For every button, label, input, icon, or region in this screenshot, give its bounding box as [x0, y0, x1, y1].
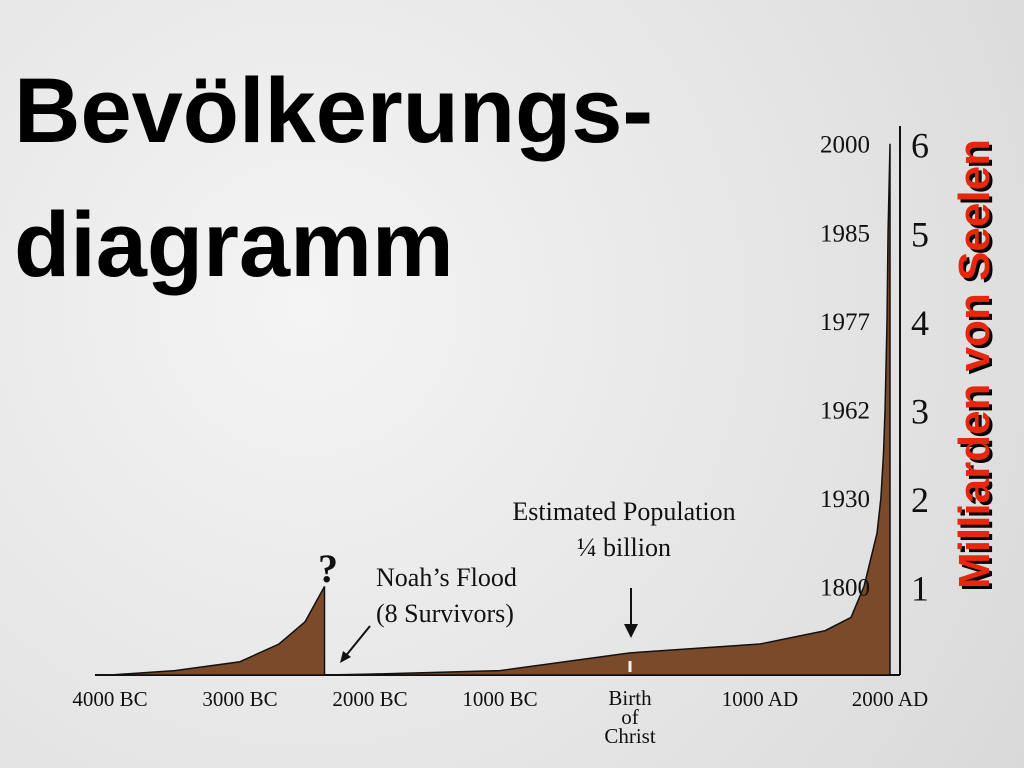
x-tick-label-line: Birth [608, 686, 652, 710]
x-tick-label: 2000 AD [852, 687, 928, 711]
y-tick-year: 2000 [820, 132, 870, 159]
annotation: ? [318, 546, 338, 591]
y-axis-label-shadow: Milliarden von Seelen [953, 142, 1002, 592]
chart-title-line: diagramm [14, 194, 454, 296]
x-tick-label: 1000 AD [722, 687, 798, 711]
arrow-head [340, 651, 351, 663]
annotation: Noah’s Flood [376, 563, 517, 592]
y-tick-year: 1985 [820, 220, 870, 247]
area [109, 143, 891, 676]
x-tick-label: Birth of Christ [604, 686, 656, 748]
x-tick-label: 1000 BC [462, 687, 537, 711]
y-tick-year: 1800 [820, 574, 870, 601]
y-tick-label: 3 [911, 391, 929, 431]
y-tick-year: 1930 [820, 486, 870, 513]
x-tick-label-line: Christ [604, 724, 656, 748]
arrow-head [624, 624, 638, 638]
y-tick-year: 1962 [820, 397, 870, 424]
arrow [343, 625, 371, 659]
y-tick-label: 4 [911, 303, 929, 343]
annotation: ¼ billion [577, 533, 671, 562]
y-tick-label: 2 [911, 480, 929, 520]
y-tick-label: 5 [911, 214, 929, 254]
annotation: Estimated Population [512, 497, 735, 526]
x-tick-label: 3000 BC [202, 687, 277, 711]
x-tick-label-line: of [621, 705, 639, 729]
x-tick-label: 2000 BC [332, 687, 407, 711]
y-tick-label: 6 [911, 126, 929, 166]
annotation: (8 Survivors) [376, 599, 514, 628]
y-axis-label: Milliarden von Seelen [950, 139, 999, 589]
x-tick-label: 4000 BC [72, 687, 147, 711]
chart-title-line: Bevölkerungs- [14, 60, 653, 162]
y-tick-year: 1977 [820, 309, 870, 336]
y-tick-label: 1 [911, 568, 929, 608]
